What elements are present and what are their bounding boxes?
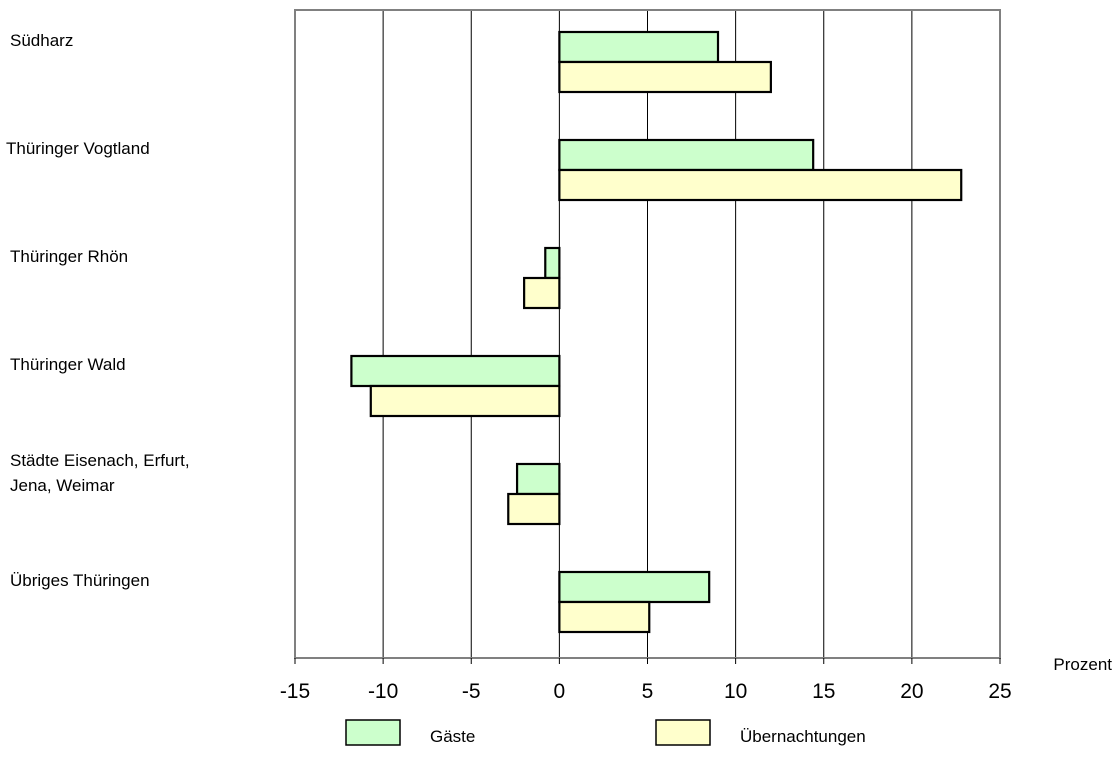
- gridlines: [294, 9, 1001, 659]
- legend-label: Übernachtungen: [740, 727, 866, 746]
- bar-uebernachtungen: [558, 168, 963, 202]
- category-label: Thüringer Wald: [10, 355, 126, 374]
- x-tick-label: 15: [812, 680, 835, 703]
- x-axis: -15 -10 -5 0 5 10 15 20 25: [280, 658, 1012, 703]
- bar-gaeste: [544, 246, 561, 280]
- bar-gaeste: [350, 354, 561, 388]
- legend-swatch: [345, 719, 401, 746]
- bar-gaeste: [558, 30, 720, 64]
- bar-uebernachtungen: [523, 276, 561, 310]
- x-tick-label: -10: [368, 680, 398, 703]
- bar-gaeste: [558, 570, 711, 604]
- bar-gaeste: [515, 462, 561, 496]
- category-label: Thüringer Rhön: [10, 247, 128, 266]
- x-tick-label: -15: [280, 680, 310, 703]
- bars: [350, 30, 963, 634]
- category-label: Jena, Weimar: [10, 476, 115, 495]
- category-label: Städte Eisenach, Erfurt,: [10, 451, 190, 470]
- x-tick-label: 20: [900, 680, 923, 703]
- bar-uebernachtungen: [558, 60, 772, 94]
- category-labels: Südharz Thüringer Vogtland Thüringer Rhön T…: [6, 31, 190, 590]
- x-tick-label: 5: [642, 680, 654, 703]
- bar-uebernachtungen: [558, 600, 651, 634]
- x-tick-label: 0: [554, 680, 566, 703]
- category-label: Übriges Thüringen: [10, 571, 150, 590]
- x-tick-label: 10: [724, 680, 747, 703]
- x-axis-label: Prozent: [1053, 655, 1112, 674]
- legend: Gäste Übernachtungen: [345, 719, 866, 746]
- bar-gaeste: [558, 138, 815, 172]
- legend-label: Gäste: [430, 727, 475, 746]
- bar-uebernachtungen: [507, 492, 561, 526]
- category-label: Thüringer Vogtland: [6, 139, 150, 158]
- bar-uebernachtungen: [369, 384, 561, 418]
- x-tick-label: -5: [462, 680, 481, 703]
- x-tick-label: 25: [988, 680, 1011, 703]
- category-label: Südharz: [10, 31, 73, 50]
- legend-swatch: [655, 719, 711, 746]
